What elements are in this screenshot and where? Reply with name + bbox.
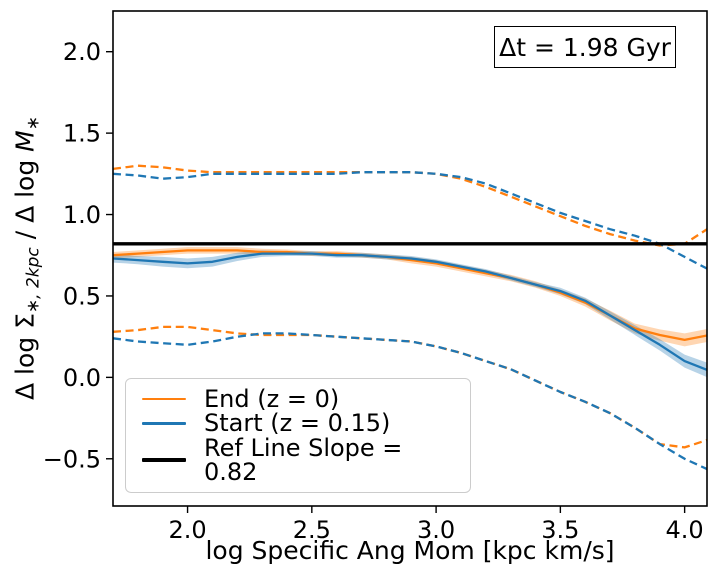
- legend-item-label: Ref Line Slope = 0.82: [204, 433, 403, 486]
- x-tick-label: 3.5: [541, 516, 579, 544]
- end-z-0-upper-envelope-line: [113, 164, 707, 247]
- axes-spines: [112, 10, 708, 507]
- y-tick-label: 0.0: [63, 364, 101, 392]
- y-axis-label-segment: ∗, 2kpc: [23, 247, 44, 314]
- y-axis-label: Δ log Σ∗, 2kpc / Δ log M∗: [10, 116, 44, 401]
- legend: End (z = 0) Start (z = 0.15) Ref Line Slop…: [125, 378, 471, 493]
- legend-line-sample-icon: [142, 457, 186, 462]
- legend-item-1: Start (z = 0.15): [142, 411, 460, 435]
- legend-item-label: End (z = 0): [204, 385, 340, 414]
- y-axis-label-segment: / Δ log: [10, 151, 40, 248]
- start-z-0-15-median-line: [113, 252, 707, 372]
- x-tick-label: 2.0: [168, 516, 206, 544]
- y-tick-label: 1.5: [63, 120, 101, 148]
- y-axis-label-segment: M: [10, 130, 40, 152]
- legend-item-0: End (z = 0): [142, 387, 460, 411]
- x-tick-label: 3.0: [417, 516, 455, 544]
- annotation-text: Δt = 1.98 Gyr: [499, 32, 671, 62]
- legend-line-sample-icon: [142, 397, 186, 401]
- y-tick-label: 0.5: [63, 282, 101, 310]
- legend-line-sample-icon: [142, 422, 186, 425]
- y-tick-label: −0.5: [43, 445, 101, 473]
- x-axis-label: log Specific Ang Mom [kpc km/s]: [205, 536, 615, 565]
- y-tick-label: 1.0: [63, 201, 101, 229]
- x-tick-label: 2.5: [293, 516, 331, 544]
- y-tick-label: 2.0: [63, 38, 101, 66]
- plot-data-layer: [113, 164, 707, 471]
- y-axis-label-segment: Δ log Σ: [10, 313, 40, 401]
- start-z-0-15-median-band: [113, 250, 707, 378]
- start-z-0-15-lower-envelope-line: [113, 332, 707, 471]
- y-axis-label-segment: ∗: [23, 115, 44, 131]
- annotation-box: Δt = 1.98 Gyr: [494, 26, 676, 68]
- start-z-0-15-upper-envelope-line: [113, 171, 707, 270]
- legend-item-label: Start (z = 0.15): [204, 409, 391, 438]
- legend-item-2: Ref Line Slope = 0.82: [142, 436, 460, 484]
- x-tick-label: 4.0: [666, 516, 704, 544]
